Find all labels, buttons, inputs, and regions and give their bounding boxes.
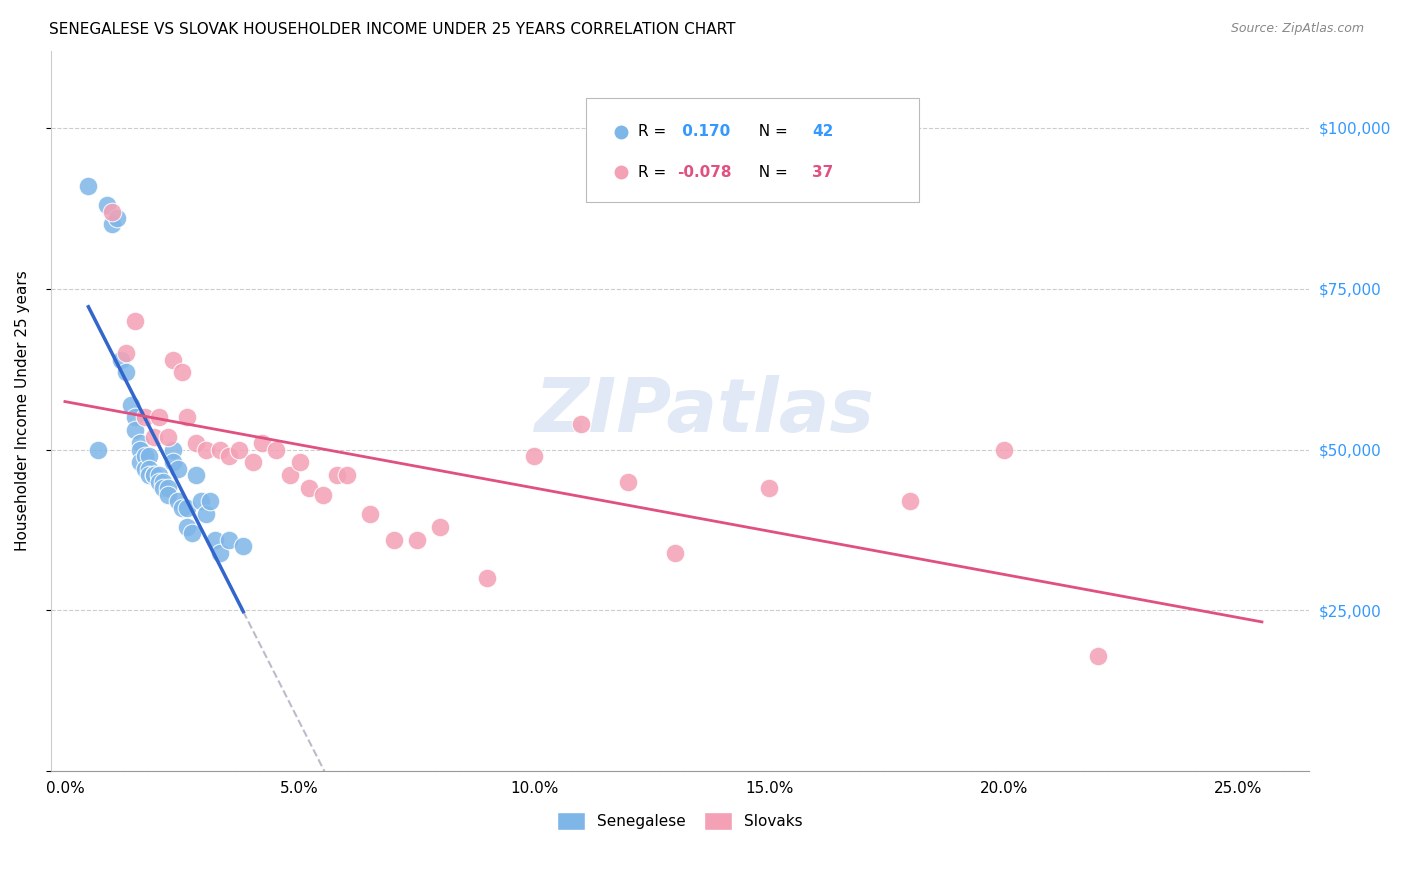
- Y-axis label: Householder Income Under 25 years: Householder Income Under 25 years: [15, 270, 30, 551]
- Text: N =: N =: [749, 124, 793, 139]
- Point: [129, 442, 152, 457]
- Point: [523, 449, 546, 463]
- Point: [110, 352, 132, 367]
- Point: [152, 481, 174, 495]
- Point: [162, 442, 184, 457]
- Point: [359, 507, 381, 521]
- Text: 0.170: 0.170: [678, 124, 731, 139]
- Point: [124, 423, 146, 437]
- Point: [664, 545, 686, 559]
- Point: [194, 442, 217, 457]
- Point: [138, 449, 160, 463]
- Point: [898, 494, 921, 508]
- Text: 42: 42: [813, 124, 834, 139]
- Point: [176, 500, 198, 515]
- Point: [148, 468, 170, 483]
- Point: [180, 526, 202, 541]
- Point: [115, 346, 138, 360]
- Point: [264, 442, 287, 457]
- Point: [190, 494, 212, 508]
- Point: [758, 481, 780, 495]
- Point: [148, 475, 170, 489]
- Point: [232, 539, 254, 553]
- Point: [162, 352, 184, 367]
- Point: [186, 468, 208, 483]
- Point: [166, 462, 188, 476]
- Point: [134, 449, 156, 463]
- Point: [176, 410, 198, 425]
- Point: [101, 204, 124, 219]
- Point: [129, 436, 152, 450]
- Point: [120, 398, 142, 412]
- Text: 37: 37: [813, 165, 834, 180]
- Point: [218, 533, 240, 547]
- Point: [1087, 648, 1109, 663]
- Text: -0.078: -0.078: [678, 165, 733, 180]
- Point: [166, 494, 188, 508]
- Point: [157, 481, 180, 495]
- Point: [200, 494, 222, 508]
- Text: Source: ZipAtlas.com: Source: ZipAtlas.com: [1230, 22, 1364, 36]
- Point: [176, 520, 198, 534]
- Point: [208, 442, 231, 457]
- Point: [172, 500, 194, 515]
- Point: [77, 178, 100, 193]
- Point: [105, 211, 128, 225]
- Point: [406, 533, 429, 547]
- Point: [208, 545, 231, 559]
- Point: [278, 468, 301, 483]
- Text: ZIPatlas: ZIPatlas: [536, 375, 875, 448]
- Point: [157, 488, 180, 502]
- Point: [148, 410, 170, 425]
- Point: [326, 468, 349, 483]
- Text: R =: R =: [638, 124, 672, 139]
- Point: [115, 365, 138, 379]
- Point: [96, 198, 118, 212]
- Point: [172, 365, 194, 379]
- Point: [204, 533, 226, 547]
- Legend: Senegalese, Slovaks: Senegalese, Slovaks: [551, 805, 808, 836]
- Point: [194, 507, 217, 521]
- Point: [143, 430, 166, 444]
- Point: [335, 468, 357, 483]
- Point: [298, 481, 321, 495]
- Point: [143, 468, 166, 483]
- Point: [87, 442, 110, 457]
- Text: R =: R =: [638, 165, 672, 180]
- Point: [129, 455, 152, 469]
- Point: [993, 442, 1015, 457]
- Text: N =: N =: [749, 165, 793, 180]
- Point: [218, 449, 240, 463]
- Point: [143, 468, 166, 483]
- Point: [138, 468, 160, 483]
- Point: [138, 462, 160, 476]
- Point: [124, 410, 146, 425]
- Point: [134, 462, 156, 476]
- Point: [382, 533, 405, 547]
- Point: [157, 430, 180, 444]
- Point: [134, 410, 156, 425]
- Point: [477, 571, 499, 585]
- Point: [569, 417, 592, 431]
- Point: [617, 475, 640, 489]
- Point: [162, 455, 184, 469]
- Point: [228, 442, 250, 457]
- Point: [101, 218, 124, 232]
- Text: SENEGALESE VS SLOVAK HOUSEHOLDER INCOME UNDER 25 YEARS CORRELATION CHART: SENEGALESE VS SLOVAK HOUSEHOLDER INCOME …: [49, 22, 735, 37]
- Point: [124, 314, 146, 328]
- Point: [152, 475, 174, 489]
- Point: [288, 455, 311, 469]
- FancyBboxPatch shape: [585, 97, 920, 202]
- Point: [250, 436, 273, 450]
- Point: [429, 520, 451, 534]
- Point: [242, 455, 264, 469]
- Point: [312, 488, 335, 502]
- Point: [186, 436, 208, 450]
